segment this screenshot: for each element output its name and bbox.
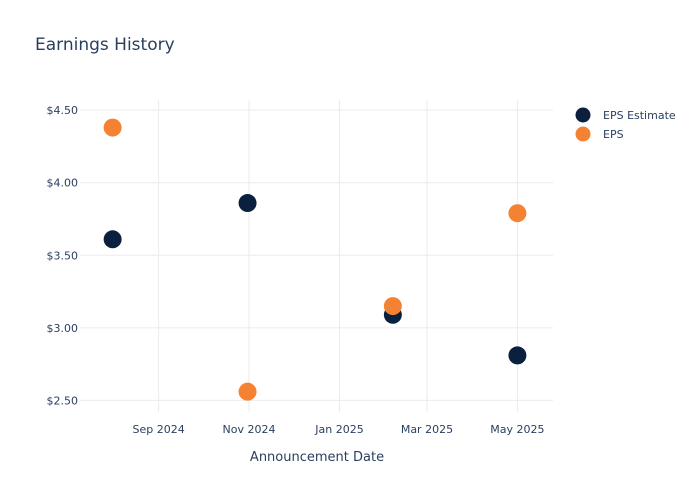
y-tick-label: $3.50 <box>47 249 79 262</box>
x-tick-label: Sep 2024 <box>132 423 184 436</box>
point-eps[interactable] <box>383 297 402 316</box>
legend: EPS Estimate EPS <box>575 107 676 142</box>
legend-label[interactable]: EPS <box>603 128 624 141</box>
chart-title: Earnings History <box>35 35 175 55</box>
x-tick-label: Jan 2025 <box>314 423 363 436</box>
y-axis-ticks: $2.50 $3.00 $3.50 $4.00 $4.50 <box>47 104 79 407</box>
point-eps-estimate[interactable] <box>508 346 527 365</box>
legend-marker[interactable] <box>575 107 591 123</box>
y-tick-label: $2.50 <box>47 394 79 407</box>
point-eps[interactable] <box>103 118 122 137</box>
x-tick-label: Mar 2025 <box>401 423 453 436</box>
y-tick-label: $3.00 <box>47 322 79 335</box>
point-eps[interactable] <box>238 382 257 401</box>
point-eps-estimate[interactable] <box>103 230 122 249</box>
legend-marker[interactable] <box>575 126 591 142</box>
point-eps[interactable] <box>508 204 527 223</box>
x-axis-ticks: Sep 2024 Nov 2024 Jan 2025 Mar 2025 May 2025 <box>132 423 544 436</box>
legend-label[interactable]: EPS Estimate <box>603 109 676 122</box>
x-tick-label: May 2025 <box>490 423 544 436</box>
x-tick-label: Nov 2024 <box>223 423 276 436</box>
data-points <box>103 118 527 401</box>
x-axis-title: Announcement Date <box>250 450 384 465</box>
y-tick-label: $4.50 <box>47 104 79 117</box>
grid-lines <box>80 100 553 412</box>
y-tick-label: $4.00 <box>47 177 79 190</box>
point-eps-estimate[interactable] <box>238 194 257 213</box>
